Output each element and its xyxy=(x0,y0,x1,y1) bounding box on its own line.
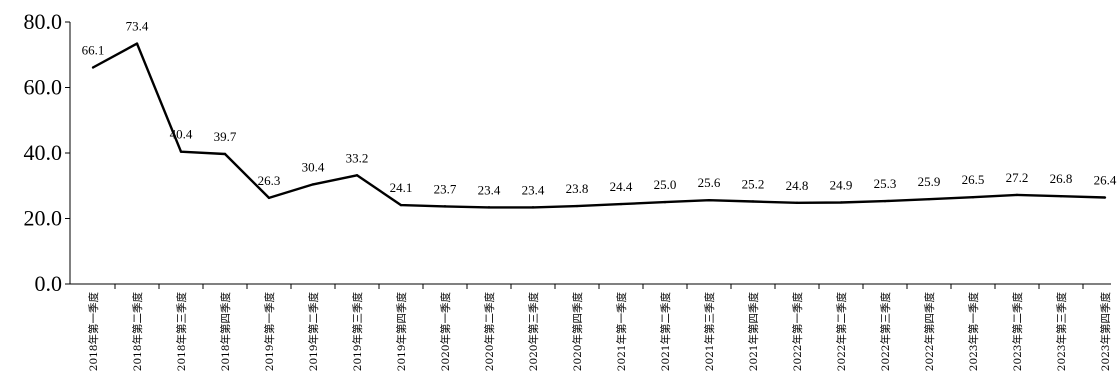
data-point xyxy=(1059,195,1063,198)
data-label: 25.2 xyxy=(742,176,765,191)
data-label: 24.1 xyxy=(390,180,413,195)
data-point xyxy=(1015,193,1019,197)
x-tick-label: 2020年第四季度 xyxy=(571,292,584,372)
data-label: 26.5 xyxy=(962,172,985,187)
data-labels: 66.1 73.4 40.4 39.7 26.3 30.4 33.2 24.1 23.7 23.4… xyxy=(82,19,1117,198)
x-tick-label: 2020年第三季度 xyxy=(527,292,540,372)
data-point xyxy=(531,206,535,209)
series-line xyxy=(92,42,1106,209)
x-tick-label: 2019年第一季度 xyxy=(263,292,276,372)
data-label: 26.4 xyxy=(1094,173,1117,188)
data-label: 23.4 xyxy=(478,182,501,197)
data-label: 26.3 xyxy=(258,173,281,188)
data-label: 30.4 xyxy=(302,159,325,174)
data-label: 25.9 xyxy=(918,174,941,189)
data-point xyxy=(267,196,271,200)
y-tick-label: 60.0 xyxy=(24,75,63,100)
x-tick-label: 2018年第二季度 xyxy=(131,292,144,372)
data-label: 24.9 xyxy=(830,177,853,192)
data-label: 33.2 xyxy=(346,150,369,165)
x-tick-label: 2022年第一季度 xyxy=(791,292,804,372)
x-tick-label: 2020年第二季度 xyxy=(483,292,496,372)
data-label: 40.4 xyxy=(170,127,193,142)
x-tick-label: 2019年第二季度 xyxy=(307,292,320,372)
x-tick-label: 2023年第一季度 xyxy=(967,292,980,372)
x-axis: 2018年第一季度 2018年第二季度 2018年第三季度 2018年第四季度 2019… xyxy=(70,283,1112,372)
data-label: 25.6 xyxy=(698,175,721,190)
data-point xyxy=(839,201,843,204)
x-tick-label: 2023年第四季度 xyxy=(1099,292,1112,372)
data-point xyxy=(1103,196,1107,199)
y-tick-label: 80.0 xyxy=(24,9,63,34)
data-point xyxy=(619,202,623,206)
x-tick-label: 2021年第四季度 xyxy=(747,292,760,372)
data-point xyxy=(311,183,315,186)
data-point xyxy=(795,201,799,204)
data-label: 24.8 xyxy=(786,178,809,193)
x-tick-label: 2020年第一季度 xyxy=(439,292,452,372)
data-point xyxy=(883,199,887,203)
data-label: 73.4 xyxy=(126,19,149,34)
x-tick-label: 2022年第四季度 xyxy=(923,292,936,372)
data-point xyxy=(487,206,491,209)
data-point xyxy=(355,174,359,177)
data-point xyxy=(751,200,755,203)
y-tick-label: 0.0 xyxy=(35,271,63,296)
data-label: 25.3 xyxy=(874,176,897,191)
data-point xyxy=(971,196,975,199)
data-point xyxy=(443,205,447,208)
y-axis: 0.0 20.0 40.0 60.0 80.0 xyxy=(24,9,71,296)
series xyxy=(91,42,1107,209)
x-tick-label: 2022年第三季度 xyxy=(879,292,892,372)
data-point xyxy=(663,200,667,204)
data-label: 39.7 xyxy=(214,129,237,144)
x-tick-label: 2023年第三季度 xyxy=(1055,292,1068,372)
x-tick-label: 2018年第一季度 xyxy=(87,292,100,372)
data-label: 25.0 xyxy=(654,177,677,192)
data-label: 23.7 xyxy=(434,181,457,196)
x-tick-label: 2019年第三季度 xyxy=(351,292,364,372)
data-label: 26.8 xyxy=(1050,171,1073,186)
x-tick-label: 2022年第二季度 xyxy=(835,292,848,372)
x-tick-label: 2021年第二季度 xyxy=(659,292,672,372)
x-tick-label: 2018年第四季度 xyxy=(219,292,232,372)
x-tick-label: 2021年第三季度 xyxy=(703,292,716,372)
y-tick-label: 20.0 xyxy=(24,206,63,231)
data-label: 24.4 xyxy=(610,179,633,194)
data-point xyxy=(399,203,403,207)
data-label: 23.8 xyxy=(566,181,589,196)
data-point xyxy=(91,66,95,69)
data-point xyxy=(135,42,139,45)
data-point xyxy=(223,152,227,156)
x-tick-label: 2021年第一季度 xyxy=(615,292,628,372)
data-point xyxy=(179,150,183,153)
data-point xyxy=(927,197,931,201)
data-label: 27.2 xyxy=(1006,170,1029,185)
x-tick-label: 2023年第二季度 xyxy=(1011,292,1024,372)
data-label: 66.1 xyxy=(82,43,105,58)
data-point xyxy=(707,198,711,202)
x-tick-label: 2018年第三季度 xyxy=(175,292,188,372)
x-tick-label: 2019年第四季度 xyxy=(395,292,408,372)
data-label: 23.4 xyxy=(522,182,545,197)
y-tick-label: 40.0 xyxy=(24,140,63,165)
data-point xyxy=(575,204,579,208)
